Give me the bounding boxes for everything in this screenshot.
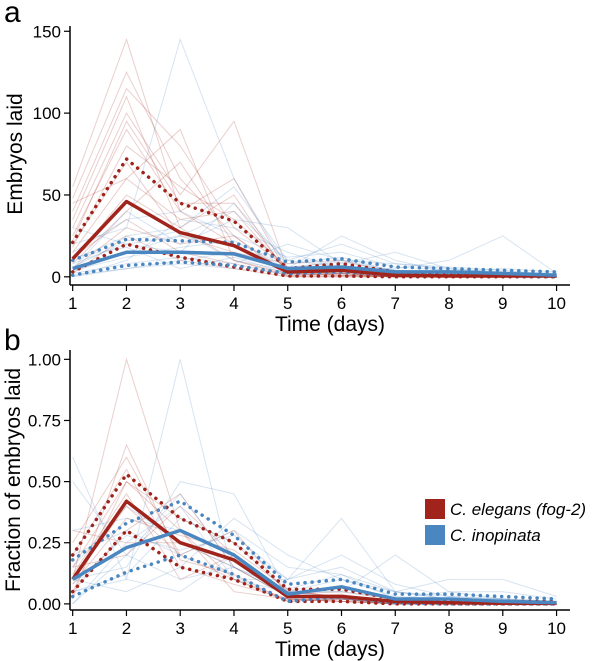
x-tick-label: 9: [498, 294, 507, 313]
y-tick-label: 1.00: [28, 350, 61, 369]
x-tick-label: 8: [444, 619, 453, 638]
inopinata-mean-line: [72, 250, 557, 277]
y-axis-title: Embryos laid: [4, 93, 27, 214]
panel-label: b: [4, 324, 21, 357]
y-tick-label: 50: [42, 186, 61, 205]
y-tick-label: 0.00: [28, 595, 61, 614]
legend-swatch-elegans: [425, 499, 445, 519]
elegans-mean-line: [71, 199, 557, 278]
x-tick-label: 1: [68, 619, 77, 638]
x-tick-label: 4: [229, 619, 238, 638]
x-tick-label: 6: [337, 294, 346, 313]
x-tick-label: 10: [547, 619, 566, 638]
y-tick-label: 150: [33, 22, 61, 41]
individual-line-inopinata: [72, 534, 557, 602]
x-tick-label: 4: [229, 294, 238, 313]
inopinata-mean-line: [71, 528, 557, 605]
y-axis-title: Fraction of embryos laid: [2, 368, 25, 592]
legend-label-elegans: C. elegans (fog-2): [450, 500, 586, 519]
x-tick-label: 7: [391, 619, 400, 638]
panel-label: a: [4, 0, 21, 29]
y-tick-label: 0.50: [28, 473, 61, 492]
inopinata-upper-dotted-line: [70, 499, 559, 601]
y-tick-label: 0.25: [28, 534, 61, 553]
legend: C. elegans (fog-2) C. inopinata: [425, 499, 586, 545]
elegans-mean-line: [71, 499, 557, 606]
x-tick-label: 2: [122, 294, 131, 313]
legend-swatch-inopinata: [425, 525, 445, 545]
x-tick-label: 9: [498, 619, 507, 638]
x-tick-label: 5: [283, 619, 292, 638]
individual-line-elegans: [72, 95, 557, 278]
x-tick-label: 10: [547, 294, 566, 313]
x-tick-label: 3: [175, 619, 184, 638]
individual-line-inopinata: [72, 517, 557, 597]
x-tick-label: 6: [337, 619, 346, 638]
individual-line-inopinata: [72, 529, 557, 602]
legend-label-inopinata: C. inopinata: [450, 526, 541, 545]
x-tick-label: 3: [175, 294, 184, 313]
elegans-upper-dotted-line: [70, 156, 559, 277]
individual-line-inopinata: [72, 493, 557, 605]
x-tick-label: 7: [391, 294, 400, 313]
x-axis-title: Time (days): [275, 638, 385, 661]
y-tick-label: 0: [52, 268, 61, 287]
panel-b: b 0.00 0.25 0.50 0.75 1.00 1 2 3 4 5 6 7 8 9 10 Time (da…: [2, 324, 570, 661]
x-axis-title: Time (days): [275, 313, 385, 336]
panel-a: a 0 50 100 150 1 2 3 4 5 6 7 8 9 10 Time (days) Embryos …: [4, 0, 570, 336]
x-tick-label: 8: [444, 294, 453, 313]
x-tick-label: 5: [283, 294, 292, 313]
x-tick-label: 1: [68, 294, 77, 313]
inopinata-upper-dotted-line: [70, 237, 559, 274]
y-tick-label: 0.75: [28, 411, 61, 430]
x-tick-label: 2: [122, 619, 131, 638]
y-tick-label: 100: [33, 104, 61, 123]
